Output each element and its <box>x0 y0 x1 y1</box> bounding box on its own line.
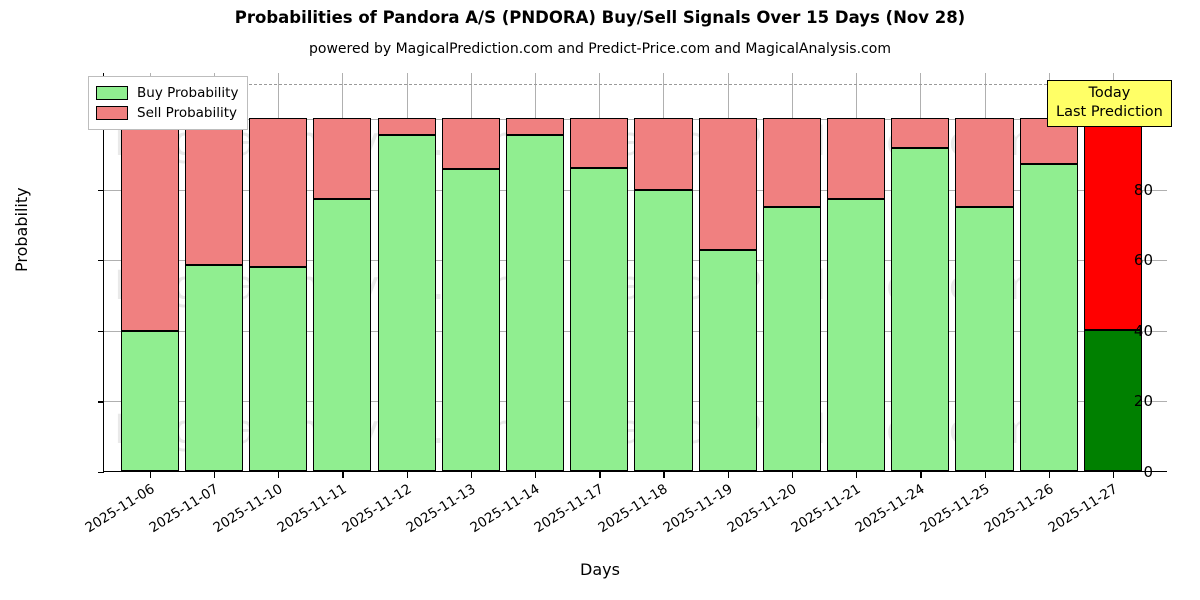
bar-segment-sell[interactable] <box>827 117 886 200</box>
y-tick-label: 20 <box>1133 392 1153 411</box>
x-tick-mark <box>406 472 408 478</box>
legend-swatch-sell <box>96 106 128 120</box>
x-tick-mark <box>470 472 473 478</box>
today-annotation-line2: Last Prediction <box>1056 104 1163 120</box>
bar-group[interactable] <box>120 73 179 471</box>
x-tick-mark <box>599 472 601 478</box>
bar-segment-buy[interactable] <box>891 147 950 471</box>
bar-segment-buy[interactable] <box>634 189 693 471</box>
bar-segment-buy[interactable] <box>762 206 821 471</box>
y-tick-label: 60 <box>1133 251 1153 270</box>
bar-group[interactable] <box>441 73 500 471</box>
bar-segment-buy[interactable] <box>249 266 308 471</box>
x-tick-mark <box>856 472 858 478</box>
bar-segment-buy[interactable] <box>184 264 244 471</box>
bar-group[interactable] <box>505 73 565 471</box>
x-tick-mark <box>278 472 280 478</box>
bar-segment-buy[interactable] <box>441 169 500 471</box>
x-tick-mark <box>213 472 216 478</box>
bar-group[interactable] <box>249 73 308 471</box>
y-tick-mark <box>98 189 104 191</box>
legend-item-buy: Buy Probability <box>96 83 238 103</box>
legend-swatch-buy <box>96 86 128 100</box>
bar-segment-buy[interactable] <box>955 206 1014 471</box>
bar-group[interactable] <box>377 73 436 471</box>
y-tick-mark <box>98 260 104 262</box>
bar-segment-sell[interactable] <box>891 117 950 148</box>
x-tick-mark <box>535 472 537 478</box>
y-tick-mark <box>98 472 104 474</box>
plot-inner: MagicalAnalysis.comMagicalPrediction.com… <box>104 73 1167 471</box>
bar-segment-buy[interactable] <box>313 199 372 471</box>
bar-group[interactable] <box>1083 73 1142 471</box>
y-tick-mark <box>98 401 104 403</box>
x-tick-mark <box>1112 472 1115 478</box>
y-tick-label: 80 <box>1133 180 1153 199</box>
bar-segment-buy[interactable] <box>827 199 886 471</box>
bar-segment-buy[interactable] <box>570 168 629 471</box>
x-axis-label: Days <box>580 560 620 579</box>
bar-group[interactable] <box>827 73 886 471</box>
bar-segment-buy[interactable] <box>1019 163 1078 471</box>
bar-segment-sell[interactable] <box>184 117 244 265</box>
bar-segment-sell[interactable] <box>313 117 372 200</box>
x-tick-mark <box>920 472 922 478</box>
bar-segment-sell[interactable] <box>249 117 308 267</box>
bar-segment-sell[interactable] <box>762 117 821 207</box>
today-annotation-line1: Today <box>1088 85 1131 101</box>
x-tick-mark <box>663 472 665 478</box>
reference-line <box>104 83 1167 85</box>
x-tick-mark <box>149 472 152 478</box>
x-tick-mark <box>984 472 986 478</box>
bar-segment-sell[interactable] <box>377 117 436 135</box>
x-tick-mark <box>342 472 344 478</box>
bar-segment-sell[interactable] <box>441 117 500 170</box>
y-tick-label: 40 <box>1133 321 1153 340</box>
bar-segment-sell[interactable] <box>698 117 757 250</box>
bar-group[interactable] <box>184 73 244 471</box>
bar-group[interactable] <box>1019 73 1078 471</box>
bar-group[interactable] <box>313 73 372 471</box>
bar-segment-sell[interactable] <box>634 117 693 190</box>
y-axis-label: Probability <box>12 187 31 272</box>
bar-group[interactable] <box>762 73 821 471</box>
legend-item-sell: Sell Probability <box>96 103 238 123</box>
chart-legend: Buy Probability Sell Probability <box>88 76 249 130</box>
bar-group[interactable] <box>634 73 693 471</box>
chart-title: Probabilities of Pandora A/S (PNDORA) Bu… <box>234 8 966 27</box>
y-tick-mark <box>98 330 104 333</box>
bar-segment-buy[interactable] <box>377 134 436 471</box>
bar-segment-buy[interactable] <box>1083 329 1142 471</box>
x-tick-mark <box>1048 472 1051 478</box>
bar-group[interactable] <box>891 73 950 471</box>
bar-segment-sell[interactable] <box>1083 117 1142 330</box>
bar-segment-buy[interactable] <box>120 331 179 471</box>
x-tick-mark <box>791 472 794 478</box>
bar-segment-buy[interactable] <box>505 134 565 471</box>
bar-segment-sell[interactable] <box>120 117 179 332</box>
legend-label-sell: Sell Probability <box>137 105 238 121</box>
plot-area: MagicalAnalysis.comMagicalPrediction.com… <box>98 73 1167 481</box>
bar-group[interactable] <box>698 73 757 471</box>
bar-segment-buy[interactable] <box>698 249 757 471</box>
today-annotation: Today Last Prediction <box>1047 80 1172 127</box>
legend-label-buy: Buy Probability <box>137 85 239 101</box>
y-tick-label: 0 <box>1143 463 1153 481</box>
bar-group[interactable] <box>570 73 629 471</box>
bar-segment-sell[interactable] <box>505 117 565 135</box>
bar-segment-sell[interactable] <box>570 117 629 169</box>
bar-segment-sell[interactable] <box>955 117 1014 207</box>
bar-group[interactable] <box>955 73 1014 471</box>
chart-subtitle: powered by MagicalPrediction.com and Pre… <box>309 41 891 57</box>
x-tick-mark <box>727 472 729 478</box>
